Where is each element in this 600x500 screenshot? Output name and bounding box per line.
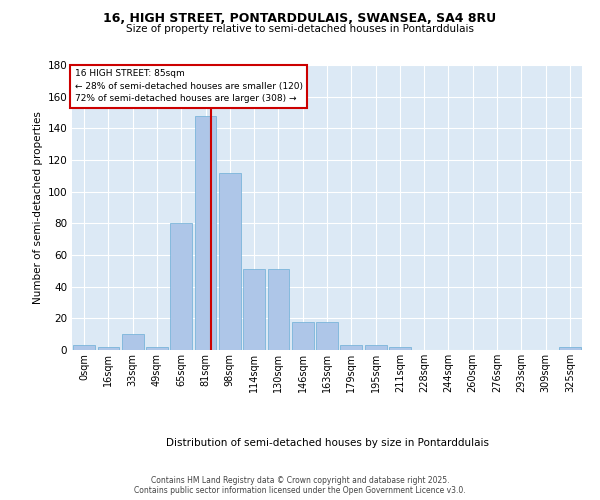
Bar: [194, 116, 217, 350]
Bar: [243, 269, 265, 350]
Text: 16 HIGH STREET: 85sqm
← 28% of semi-detached houses are smaller (120)
72% of sem: 16 HIGH STREET: 85sqm ← 28% of semi-deta…: [74, 70, 302, 103]
Bar: [122, 334, 143, 350]
Text: Size of property relative to semi-detached houses in Pontarddulais: Size of property relative to semi-detach…: [126, 24, 474, 34]
Text: Contains HM Land Registry data © Crown copyright and database right 2025.
Contai: Contains HM Land Registry data © Crown c…: [134, 476, 466, 495]
Bar: [340, 346, 362, 350]
Bar: [170, 224, 192, 350]
Bar: [73, 346, 95, 350]
Bar: [292, 322, 314, 350]
Bar: [559, 347, 581, 350]
Bar: [316, 322, 338, 350]
Text: Distribution of semi-detached houses by size in Pontarddulais: Distribution of semi-detached houses by …: [166, 438, 488, 448]
Bar: [219, 172, 241, 350]
Bar: [389, 347, 411, 350]
Bar: [268, 269, 289, 350]
Y-axis label: Number of semi-detached properties: Number of semi-detached properties: [33, 111, 43, 304]
Bar: [365, 346, 386, 350]
Bar: [146, 347, 168, 350]
Text: 16, HIGH STREET, PONTARDDULAIS, SWANSEA, SA4 8RU: 16, HIGH STREET, PONTARDDULAIS, SWANSEA,…: [103, 12, 497, 26]
Bar: [97, 347, 119, 350]
